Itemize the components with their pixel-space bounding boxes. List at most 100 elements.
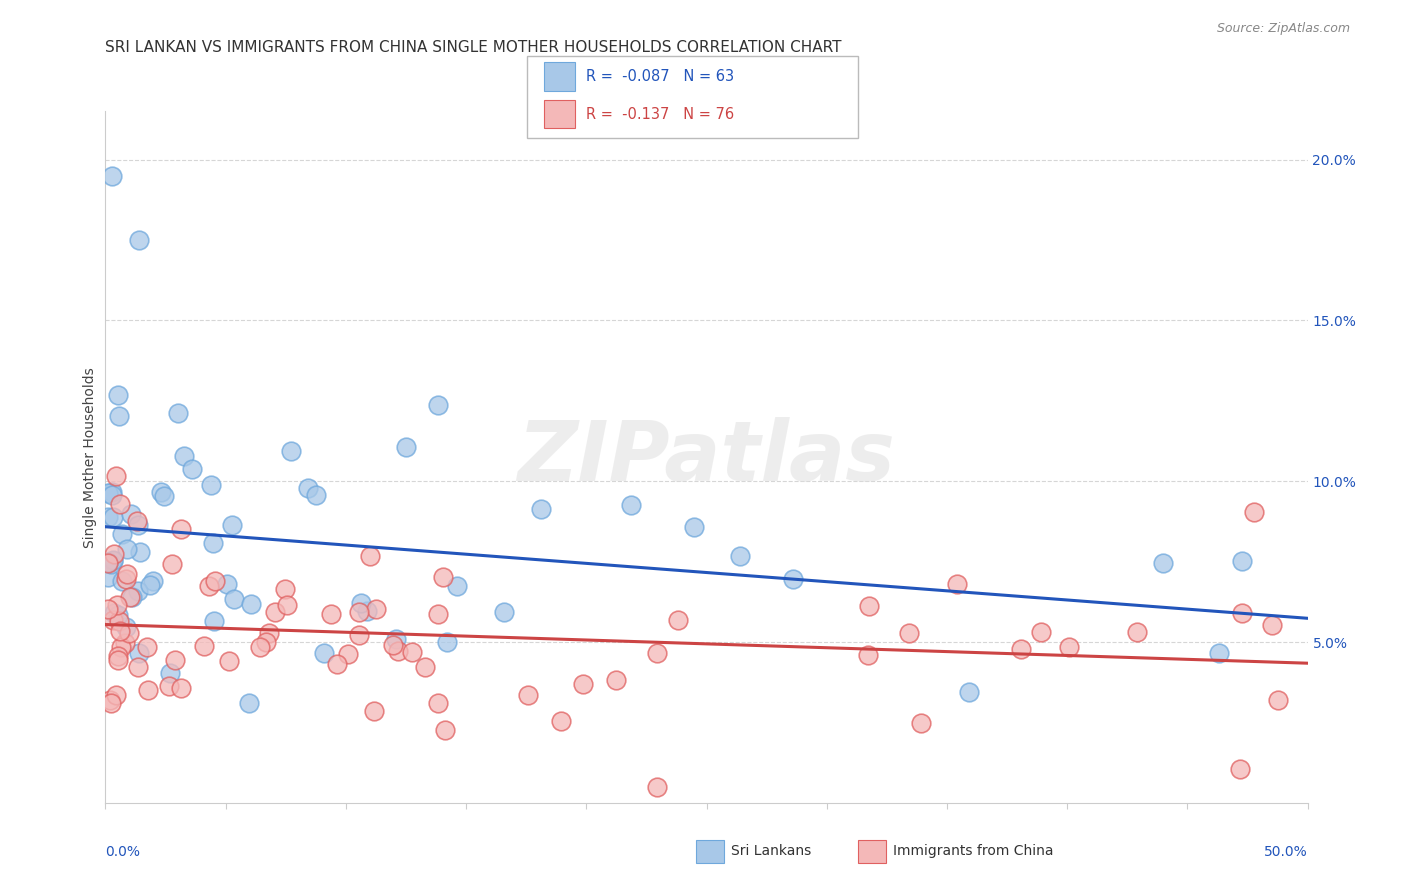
Point <box>198 578 221 592</box>
Point <box>221 517 243 532</box>
Point <box>910 715 932 730</box>
Point <box>239 597 262 611</box>
Point <box>349 627 371 641</box>
Point <box>349 596 371 610</box>
Text: R =  -0.137   N = 76: R = -0.137 N = 76 <box>586 107 734 121</box>
Point <box>100 484 122 499</box>
Point <box>103 607 125 621</box>
Point <box>118 626 141 640</box>
Point <box>202 614 225 628</box>
Point <box>100 169 122 183</box>
Point <box>121 590 143 604</box>
Point <box>215 577 238 591</box>
Point <box>107 409 129 423</box>
Point <box>218 654 240 668</box>
Point <box>395 440 418 454</box>
Point <box>107 648 129 663</box>
Point <box>427 607 450 621</box>
Point <box>97 486 120 500</box>
Point <box>128 545 150 559</box>
Point <box>97 509 120 524</box>
Point <box>142 574 165 588</box>
Point <box>193 639 215 653</box>
Point <box>111 527 134 541</box>
Point <box>434 723 457 737</box>
Point <box>107 608 129 623</box>
Point <box>224 592 246 607</box>
Point <box>97 602 120 616</box>
Point <box>121 507 143 521</box>
Text: SRI LANKAN VS IMMIGRANTS FROM CHINA SINGLE MOTHER HOUSEHOLDS CORRELATION CHART: SRI LANKAN VS IMMIGRANTS FROM CHINA SING… <box>105 40 842 55</box>
Point <box>276 598 298 612</box>
Point <box>363 704 385 718</box>
Point <box>946 577 969 591</box>
Point <box>103 553 125 567</box>
Point <box>1057 640 1080 654</box>
Point <box>200 477 222 491</box>
Point <box>153 489 176 503</box>
Point <box>135 640 157 655</box>
Point <box>204 574 226 588</box>
Point <box>1029 624 1052 639</box>
Point <box>139 578 162 592</box>
Point <box>160 558 183 572</box>
Point <box>413 660 436 674</box>
Point <box>898 625 921 640</box>
Point <box>127 584 149 599</box>
Point <box>127 514 149 528</box>
Point <box>127 518 149 533</box>
Point <box>605 673 627 687</box>
Point <box>108 497 131 511</box>
Point <box>118 590 141 604</box>
Point <box>297 481 319 495</box>
Point <box>1010 641 1032 656</box>
Point <box>356 603 378 617</box>
Point <box>98 692 121 706</box>
Point <box>101 488 124 502</box>
Point <box>180 462 202 476</box>
Point <box>100 697 122 711</box>
Point <box>683 519 706 533</box>
Point <box>1126 624 1149 639</box>
Point <box>115 566 138 581</box>
Point <box>101 613 124 627</box>
Point <box>136 683 159 698</box>
Point <box>105 598 128 612</box>
Point <box>114 636 136 650</box>
Point <box>858 599 880 613</box>
Point <box>257 626 280 640</box>
Point <box>101 554 124 568</box>
Point <box>620 498 643 512</box>
Point <box>105 688 128 702</box>
Point <box>1152 556 1174 570</box>
Point <box>111 574 134 588</box>
Point <box>280 444 302 458</box>
Point <box>157 679 180 693</box>
Point <box>426 398 449 412</box>
Point <box>385 632 408 647</box>
Point <box>446 580 468 594</box>
Point <box>100 557 122 571</box>
Point <box>305 488 328 502</box>
Point <box>110 640 132 654</box>
Point <box>170 522 193 536</box>
Point <box>319 607 342 621</box>
Text: Sri Lankans: Sri Lankans <box>731 845 811 858</box>
Point <box>401 644 423 658</box>
Point <box>1261 618 1284 632</box>
Point <box>107 388 129 402</box>
Point <box>426 696 449 710</box>
Point <box>1230 554 1253 568</box>
Text: ZIPatlas: ZIPatlas <box>517 417 896 498</box>
Point <box>97 557 120 571</box>
Point <box>97 555 120 569</box>
Text: Immigrants from China: Immigrants from China <box>893 845 1053 858</box>
Point <box>1267 693 1289 707</box>
Point <box>128 233 150 247</box>
Point <box>856 648 879 662</box>
Point <box>381 638 404 652</box>
Point <box>238 696 260 710</box>
Point <box>115 620 138 634</box>
Text: Source: ZipAtlas.com: Source: ZipAtlas.com <box>1216 22 1350 36</box>
Point <box>1229 762 1251 776</box>
